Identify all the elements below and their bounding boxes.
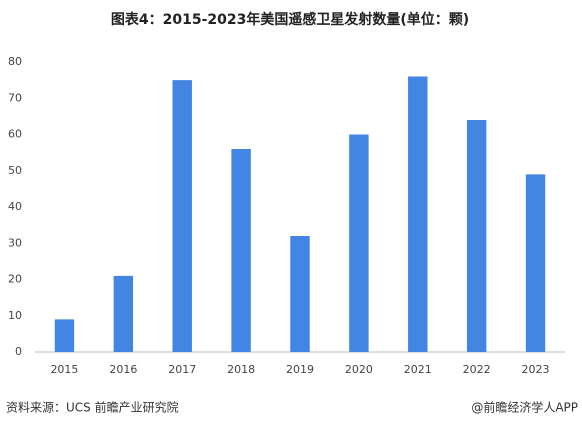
bar [349, 134, 369, 352]
y-tick-label: 20 [8, 273, 22, 286]
credit: @前瞻经济学人APP [471, 400, 578, 415]
bar [466, 120, 487, 352]
x-tick-label: 2022 [463, 363, 491, 376]
y-tick-label: 0 [15, 345, 22, 358]
x-tick-label: 2017 [168, 363, 196, 376]
chart-title: 图表4：2015-2023年美国遥感卫星发射数量(单位：颗) [111, 11, 469, 28]
bar [408, 76, 428, 352]
bar [172, 80, 192, 352]
source: 资料来源：UCS 前瞻产业研究院 [6, 400, 179, 415]
x-tick-label: 2018 [227, 363, 255, 376]
bar [113, 275, 134, 352]
y-tick-label: 70 [8, 91, 22, 104]
bar [54, 319, 75, 352]
x-tick-label: 2021 [404, 363, 432, 376]
y-tick-label: 10 [8, 309, 22, 322]
x-tick-label: 2019 [286, 363, 314, 376]
y-tick-label: 30 [8, 236, 22, 249]
x-tick-label: 2020 [345, 363, 373, 376]
y-tick-label: 80 [8, 55, 22, 68]
x-tick-label: 2016 [109, 363, 137, 376]
bar [290, 236, 310, 352]
y-tick-label: 50 [8, 164, 22, 177]
bar [525, 174, 546, 352]
x-tick-label: 2023 [522, 363, 550, 376]
y-tick-label: 40 [8, 200, 22, 213]
x-tick-label: 2015 [50, 363, 78, 376]
y-tick-label: 60 [8, 128, 22, 141]
bar [231, 149, 251, 352]
